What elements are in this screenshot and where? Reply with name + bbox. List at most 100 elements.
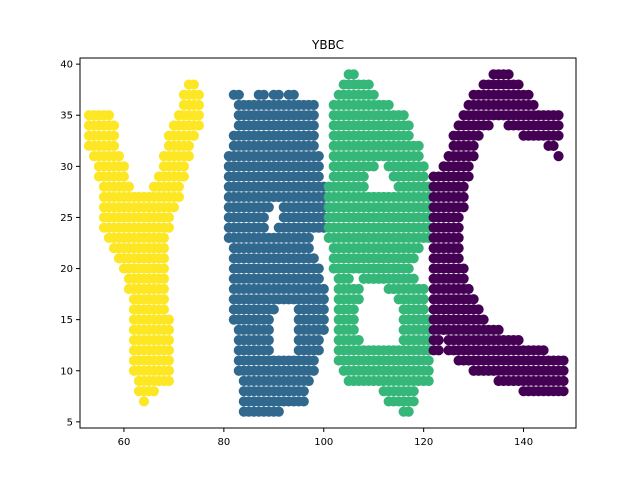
data-point	[263, 202, 274, 213]
data-point	[158, 304, 170, 315]
data-point	[178, 161, 189, 172]
data-point	[558, 355, 569, 366]
data-point	[163, 355, 175, 366]
data-point	[368, 89, 379, 100]
data-point	[308, 253, 319, 264]
data-point	[303, 232, 314, 243]
x-tick-label: 80	[217, 437, 230, 448]
data-point	[288, 89, 299, 100]
y-tick-label: 20	[60, 264, 73, 275]
data-point	[193, 110, 204, 121]
series-3	[323, 69, 434, 417]
data-point	[423, 355, 434, 366]
data-point	[183, 140, 194, 151]
data-point	[523, 89, 534, 100]
y-tick-label: 25	[60, 213, 73, 224]
data-point	[413, 243, 424, 254]
y-tick-label: 15	[60, 315, 73, 326]
data-point	[258, 89, 269, 100]
data-point	[108, 130, 120, 141]
data-point	[358, 171, 369, 182]
data-point	[313, 273, 324, 284]
data-point	[528, 99, 539, 111]
data-point	[158, 294, 170, 305]
data-point	[463, 283, 474, 295]
data-point	[303, 243, 314, 254]
data-point	[403, 130, 414, 141]
data-point	[318, 314, 329, 325]
data-point	[538, 345, 549, 356]
data-point	[353, 335, 364, 346]
data-point	[548, 140, 559, 151]
series-4	[428, 69, 569, 397]
data-point	[303, 375, 314, 387]
data-point	[463, 171, 474, 182]
data-point	[418, 294, 429, 305]
y-tick-label: 5	[67, 417, 73, 428]
data-point	[383, 99, 394, 111]
data-point	[423, 365, 434, 376]
data-point	[263, 345, 274, 356]
data-point	[348, 324, 359, 335]
data-point	[453, 243, 464, 254]
series-2	[223, 89, 329, 417]
data-point	[313, 345, 324, 356]
data-point	[473, 304, 484, 315]
data-point	[413, 151, 424, 162]
data-point	[478, 314, 489, 325]
data-point	[313, 151, 324, 162]
data-point	[158, 243, 170, 254]
data-point	[348, 304, 359, 315]
data-point	[308, 365, 319, 376]
data-point	[423, 375, 434, 387]
data-point	[408, 396, 419, 407]
data-point	[368, 161, 379, 172]
data-point	[193, 89, 204, 100]
data-point	[468, 140, 479, 151]
data-point	[463, 161, 474, 172]
data-point	[188, 130, 199, 141]
data-point	[163, 324, 175, 335]
data-point	[138, 396, 150, 407]
data-point	[113, 151, 125, 162]
data-point	[473, 130, 484, 141]
data-point	[403, 406, 414, 417]
data-point	[103, 110, 115, 121]
data-point	[123, 181, 135, 192]
data-point	[118, 161, 130, 172]
data-point	[313, 335, 324, 346]
data-point	[418, 171, 429, 182]
data-point	[458, 273, 469, 284]
data-point	[403, 120, 414, 131]
data-point	[258, 222, 269, 233]
data-point	[168, 202, 180, 213]
plot-points	[83, 69, 569, 417]
data-point	[163, 314, 175, 325]
data-point	[308, 120, 319, 131]
data-point	[308, 99, 319, 111]
y-tick-label: 10	[60, 366, 73, 377]
data-point	[418, 161, 429, 172]
data-point	[558, 375, 569, 387]
data-point	[318, 324, 329, 335]
data-point	[468, 151, 479, 162]
data-point	[418, 304, 429, 315]
data-point	[308, 130, 319, 141]
data-point	[458, 181, 469, 192]
data-point	[163, 365, 175, 376]
data-point	[398, 110, 409, 121]
data-point	[553, 151, 564, 162]
data-point	[433, 345, 444, 356]
y-tick-label: 30	[60, 162, 73, 173]
data-point	[433, 335, 444, 346]
data-point	[418, 283, 429, 295]
data-point	[348, 69, 359, 80]
data-point	[513, 79, 524, 90]
data-point	[453, 212, 464, 223]
data-point	[178, 171, 189, 182]
data-point	[273, 406, 284, 417]
data-point	[403, 263, 414, 274]
data-point	[163, 345, 175, 356]
